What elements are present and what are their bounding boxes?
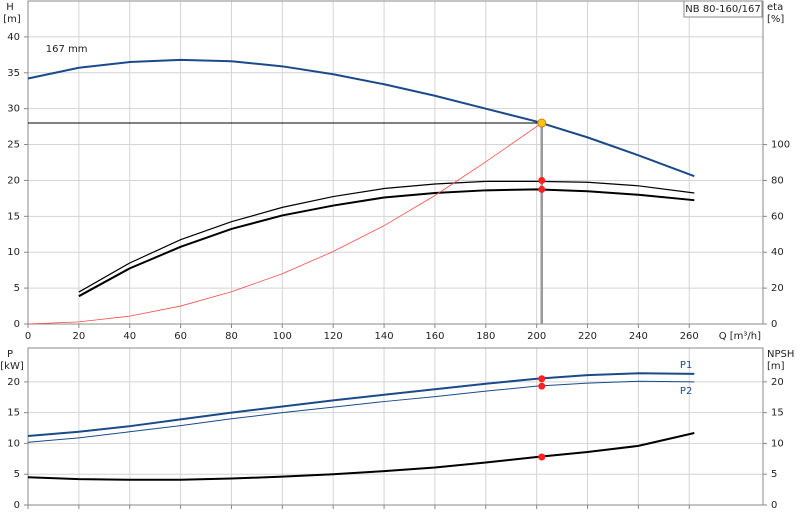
x-tick-label: 180 [476, 331, 495, 342]
y-tick-label: 25 [7, 140, 20, 151]
x-tick-label: 160 [425, 331, 444, 342]
y2-tick-label: 20 [771, 377, 784, 388]
y2-tick-label: 40 [771, 247, 784, 258]
series-line [78, 180, 695, 293]
y2-tick-label: 60 [771, 211, 784, 222]
y2-tick-label: 20 [771, 283, 784, 294]
plot-frame [27, 0, 764, 325]
x-tick-label: 100 [273, 331, 292, 342]
y-tick-label: 10 [7, 247, 20, 258]
operating-marker [538, 453, 546, 461]
curve-annotation: 167 mm [46, 44, 88, 55]
y-tick-label: 40 [7, 32, 20, 43]
x-tick-label: 80 [225, 331, 238, 342]
y-tick-label: 30 [7, 104, 20, 115]
operating-marker [538, 176, 546, 184]
operating-marker [538, 185, 546, 193]
y-tick-label: 20 [7, 377, 20, 388]
x-tick-label: 60 [174, 331, 187, 342]
y-tick-label: 35 [7, 68, 20, 79]
plot-frame [27, 347, 764, 506]
y-axis-label: H [6, 2, 14, 13]
y2-tick-label: 0 [771, 319, 777, 330]
y2-axis-unit: [%] [767, 14, 784, 25]
y2-tick-label: 0 [771, 500, 777, 511]
series-label: P1 [680, 360, 692, 371]
series-label: P2 [680, 386, 692, 397]
y2-axis-label: eta [767, 2, 783, 13]
series-line [27, 380, 695, 443]
y-tick-label: 15 [7, 408, 20, 419]
series-line [27, 372, 695, 438]
series-line [27, 431, 695, 481]
x-tick-label: 220 [578, 331, 597, 342]
y-tick-label: 20 [7, 175, 20, 186]
x-tick-label: 20 [72, 331, 85, 342]
operating-marker [538, 382, 546, 390]
y2-tick-label: 5 [771, 469, 777, 480]
x-tick-label: 260 [680, 331, 699, 342]
series-line [78, 188, 695, 298]
x-tick-label: 200 [527, 331, 546, 342]
x-tick-label: 40 [123, 331, 136, 342]
x-tick-label: 240 [629, 331, 648, 342]
y-tick-label: 5 [14, 283, 20, 294]
y2-tick-label: 10 [771, 438, 784, 449]
series-line [27, 58, 695, 178]
y-tick-label: 5 [14, 469, 20, 480]
x-tick-label: 140 [375, 331, 394, 342]
y-tick-label: 0 [14, 500, 20, 511]
y-axis-label: P [7, 349, 13, 360]
y2-tick-label: 80 [771, 175, 784, 186]
y2-tick-label: 15 [771, 408, 784, 419]
model-box [683, 0, 763, 18]
y-axis-unit: [m] [3, 14, 21, 25]
y-tick-label: 15 [7, 211, 20, 222]
x-tick-label: 0 [25, 331, 31, 342]
duty-point [537, 118, 547, 128]
operating-marker [538, 375, 546, 383]
y-axis-unit: [kW] [0, 361, 24, 372]
y2-tick-label: 100 [771, 140, 790, 151]
y-tick-label: 10 [7, 438, 20, 449]
x-axis-label: Q [m³/h] [719, 331, 761, 342]
x-tick-label: 120 [324, 331, 343, 342]
y2-axis-label: NPSH [767, 349, 794, 360]
y2-axis-unit: [m] [767, 361, 785, 372]
series-line [27, 122, 542, 325]
y-tick-label: 0 [14, 319, 20, 330]
model-label: NB 80-160/167 [685, 4, 760, 15]
